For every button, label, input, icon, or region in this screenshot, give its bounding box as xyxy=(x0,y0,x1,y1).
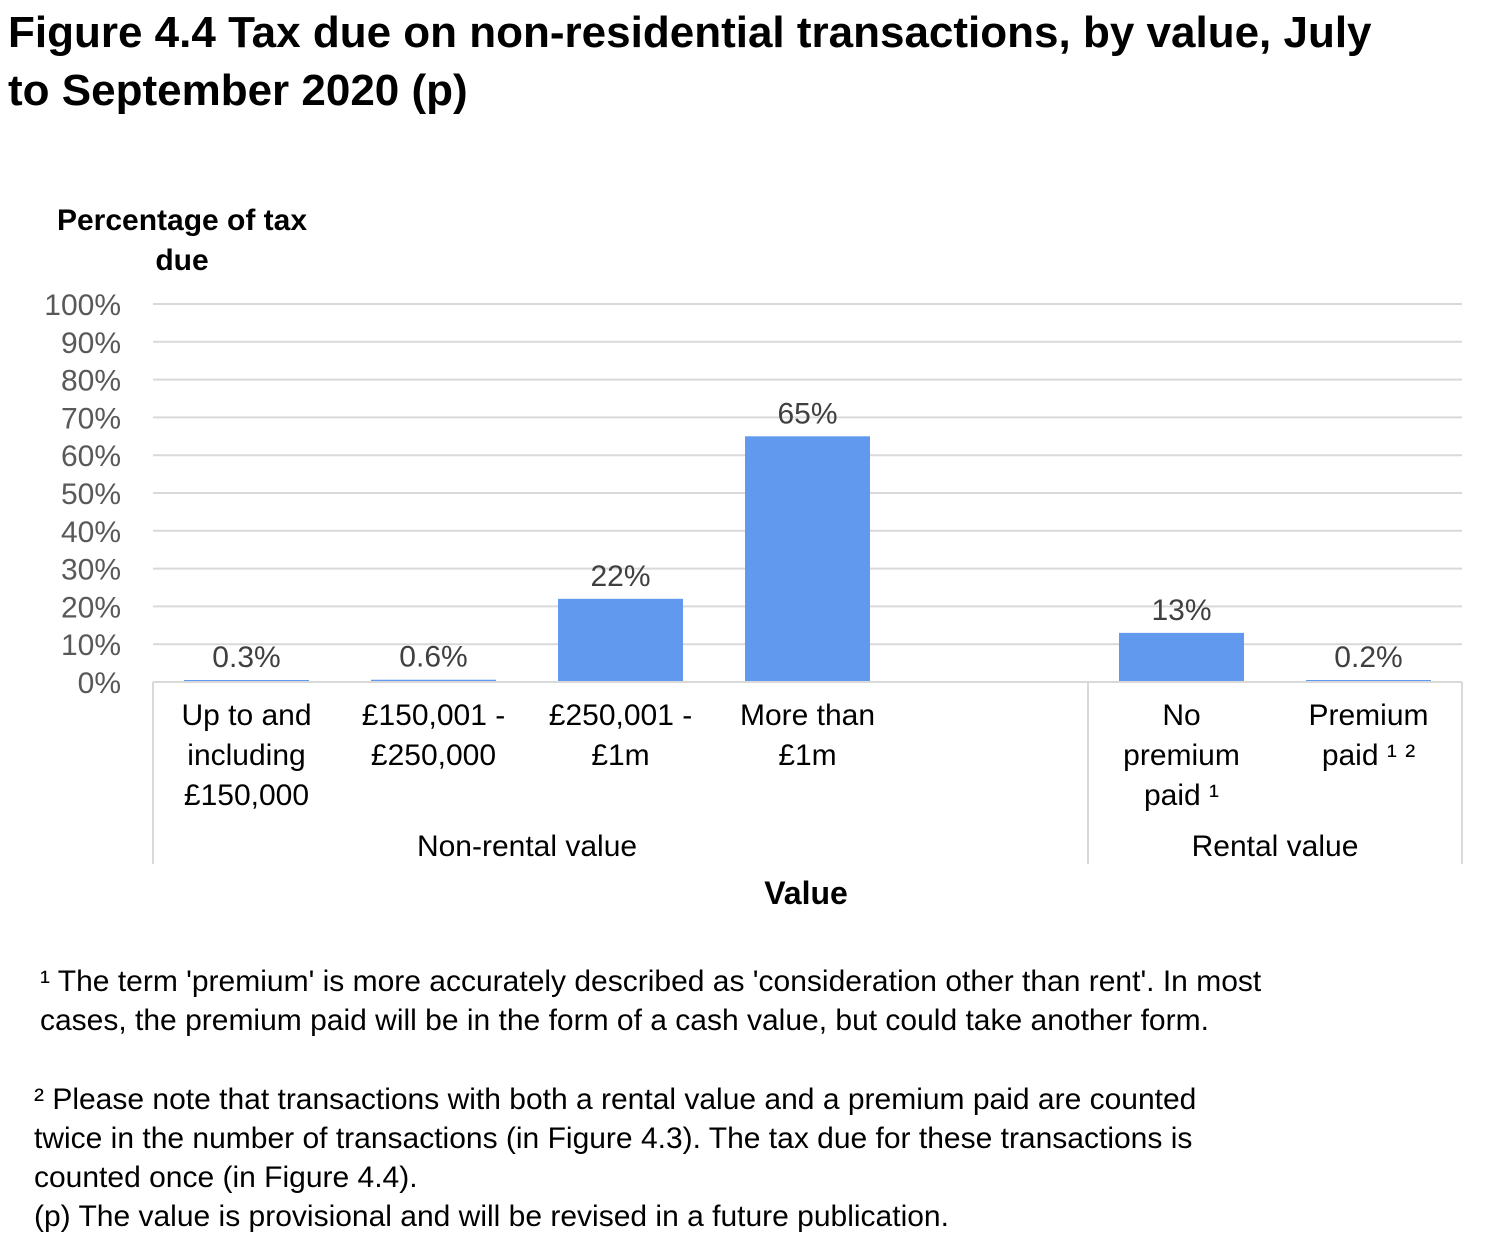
x-tick-label: £1m xyxy=(778,739,836,772)
x-tick-label: £1m xyxy=(591,739,649,772)
x-axis-title: Value xyxy=(764,875,848,911)
bar xyxy=(1119,632,1244,682)
x-tick-label: Premium xyxy=(1308,699,1428,732)
footnote-line: ¹ The term 'premium' is more accurately … xyxy=(40,965,1262,998)
x-tick-label: No xyxy=(1162,699,1200,732)
data-label: 0.6% xyxy=(399,641,467,674)
x-tick-label: £250,000 xyxy=(371,739,496,772)
bar xyxy=(371,679,496,682)
y-tick-label: 60% xyxy=(61,440,121,473)
y-tick-label: 10% xyxy=(61,629,121,662)
chart-title-line: Figure 4.4 Tax due on non-residential tr… xyxy=(8,8,1372,57)
x-tick-label: Up to and xyxy=(181,699,311,732)
y-tick-label: 40% xyxy=(61,516,121,549)
y-tick-label: 30% xyxy=(61,554,121,587)
data-label: 22% xyxy=(590,560,650,593)
group-label: Non-rental value xyxy=(417,830,637,863)
y-tick-label: 80% xyxy=(61,365,121,398)
bar xyxy=(558,598,683,682)
x-tick-label: premium xyxy=(1123,739,1240,772)
y-tick-label: 90% xyxy=(61,327,121,360)
footnote-line: ² Please note that transactions with bot… xyxy=(34,1083,1197,1116)
footnote-line: twice in the number of transactions (in … xyxy=(34,1122,1193,1155)
y-axis-title: due xyxy=(155,244,208,277)
footnote-2: ² Please note that transactions with bot… xyxy=(34,1080,1196,1236)
y-axis-title: Percentage of tax xyxy=(57,204,307,237)
y-tick-label: 0% xyxy=(78,667,121,700)
x-tick-label: paid ¹ xyxy=(1144,779,1219,812)
bar-chart: 0% 10% 20% 30% 40% 50% 60% 70% 80% 90% 100% Percent… xyxy=(44,204,1463,911)
y-tick-label: 20% xyxy=(61,591,121,624)
x-tick-label: £150,000 xyxy=(184,779,309,812)
footnote-line: cases, the premium paid will be in the f… xyxy=(40,1004,1209,1037)
footnote-line: counted once (in Figure 4.4). xyxy=(34,1161,418,1194)
x-tick-label: paid ¹ ² xyxy=(1322,739,1415,772)
x-tick-label: £150,001 - xyxy=(362,699,505,732)
y-tick-label: 70% xyxy=(61,402,121,435)
data-label: 13% xyxy=(1151,594,1211,627)
chart-title: Figure 4.4 Tax due on non-residential tr… xyxy=(8,4,1498,120)
group-label: Rental value xyxy=(1192,830,1359,863)
x-tick-label: More than xyxy=(740,699,875,732)
x-tick-label: including xyxy=(187,739,305,772)
bar xyxy=(745,436,870,682)
y-tick-label: 50% xyxy=(61,478,121,511)
data-label: 0.3% xyxy=(212,641,280,674)
footnote-1: ¹ The term 'premium' is more accurately … xyxy=(40,962,1261,1040)
data-label: 0.2% xyxy=(1334,641,1402,674)
y-tick-label: 100% xyxy=(44,289,121,322)
data-label: 65% xyxy=(777,397,837,430)
provisional-note: (p) The value is provisional and will be… xyxy=(34,1200,949,1233)
x-tick-label: £250,001 - xyxy=(549,699,692,732)
chart-title-line: to September 2020 (p) xyxy=(8,66,468,115)
